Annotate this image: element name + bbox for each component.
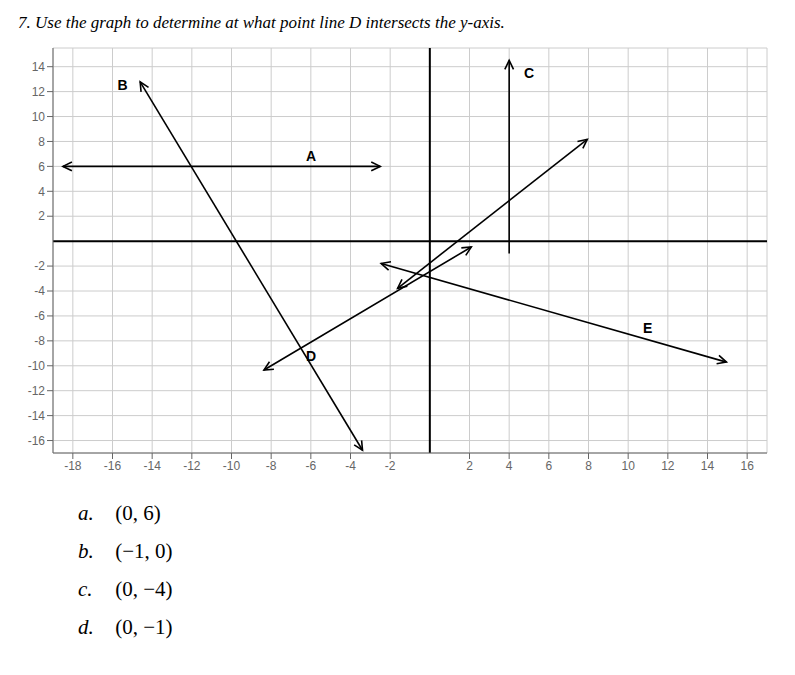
svg-text:-8: -8 <box>34 334 45 348</box>
svg-text:-4: -4 <box>345 459 356 473</box>
svg-text:6: 6 <box>545 459 552 473</box>
svg-text:4: 4 <box>38 185 45 199</box>
svg-text:C: C <box>524 65 534 81</box>
svg-text:2: 2 <box>38 209 45 223</box>
svg-text:6: 6 <box>38 160 45 174</box>
svg-text:-18: -18 <box>64 459 82 473</box>
svg-text:-16: -16 <box>28 434 46 448</box>
html-text:(0, −1): (0, −1) <box>110 615 173 639</box>
svg-text:E: E <box>643 320 652 336</box>
html-text:c.: c. <box>78 577 93 601</box>
html-text:(−1, 0): (−1, 0) <box>110 539 173 563</box>
html-text:(0, 6): (0, 6) <box>110 501 161 525</box>
html-text:d.: d. <box>78 615 94 639</box>
svg-text:14: 14 <box>32 60 46 74</box>
svg-text:10: 10 <box>621 459 635 473</box>
svg-text:12: 12 <box>32 85 46 99</box>
svg-text:-14: -14 <box>28 409 46 423</box>
svg-text:D: D <box>306 348 316 364</box>
html-text:b.: b. <box>78 539 94 563</box>
svg-text:-2: -2 <box>34 259 45 273</box>
svg-text:-10: -10 <box>28 359 46 373</box>
svg-text:-14: -14 <box>143 459 161 473</box>
svg-text:-12: -12 <box>28 384 46 398</box>
html-text:a.: a. <box>78 501 94 525</box>
svg-text:8: 8 <box>38 135 45 149</box>
svg-text:-6: -6 <box>34 309 45 323</box>
svg-text:-12: -12 <box>183 459 201 473</box>
svg-text:8: 8 <box>585 459 592 473</box>
svg-text:14: 14 <box>701 459 715 473</box>
svg-text:-16: -16 <box>104 459 122 473</box>
html-text:7. Use the graph to determine: 7. Use the graph to determine at what po… <box>18 13 505 32</box>
svg-text:12: 12 <box>661 459 675 473</box>
svg-text:B: B <box>118 77 128 93</box>
svg-text:2: 2 <box>466 459 473 473</box>
svg-text:16: 16 <box>740 459 754 473</box>
svg-text:-6: -6 <box>305 459 316 473</box>
svg-text:4: 4 <box>506 459 513 473</box>
svg-text:-2: -2 <box>385 459 396 473</box>
svg-text:-4: -4 <box>34 284 45 298</box>
svg-text:-8: -8 <box>266 459 277 473</box>
svg-text:10: 10 <box>32 110 46 124</box>
svg-text:-10: -10 <box>223 459 241 473</box>
svg-text:A: A <box>306 148 316 164</box>
html-text:(0, −4): (0, −4) <box>110 577 173 601</box>
